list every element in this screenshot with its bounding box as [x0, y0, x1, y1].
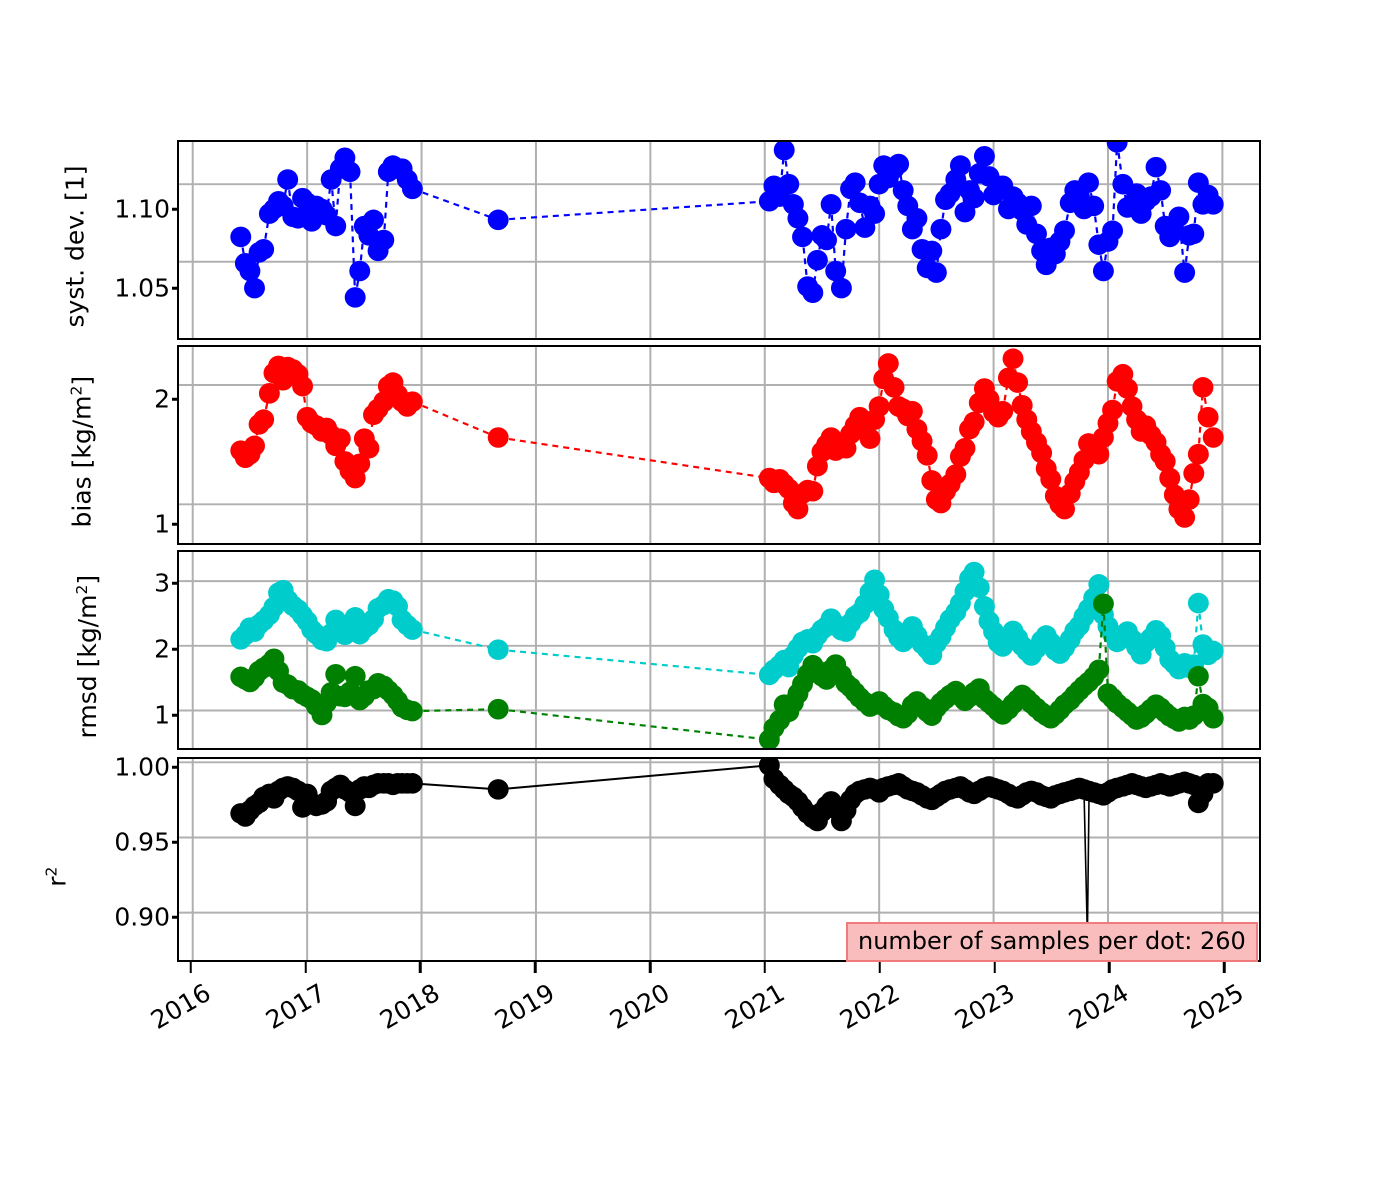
plot-syst-dev	[179, 142, 1259, 338]
x-tick-label-2024: 2024	[1064, 978, 1134, 1035]
ylabel-syst-dev: syst. dev. [1]	[60, 165, 90, 328]
ytick-syst-dev-105: 1.05	[114, 273, 170, 303]
ytick-bias-2: 2	[154, 384, 170, 414]
x-tickmark-2022	[878, 962, 881, 973]
x-tick-label-2025: 2025	[1179, 978, 1249, 1035]
ytick-rmsd-3: 3	[154, 568, 170, 598]
x-tick-label-2022: 2022	[834, 978, 905, 1035]
x-tickmark-2023	[993, 962, 996, 973]
ylabel-r2: r2	[42, 866, 72, 887]
ytick-r2-095: 0.95	[114, 827, 170, 857]
ytick-rmsd-1: 1	[154, 700, 170, 730]
samples-annotation: number of samples per dot: 260	[846, 922, 1258, 962]
panel-syst-dev	[177, 140, 1261, 340]
x-tick-label-2021: 2021	[719, 978, 790, 1035]
x-tickmark-2016	[189, 962, 193, 973]
ytick-r2-090: 0.90	[114, 902, 170, 932]
x-tick-label-2019: 2019	[490, 978, 560, 1035]
panel-bias	[177, 345, 1261, 545]
x-tick-label-2016: 2016	[145, 978, 216, 1035]
ytick-r2-100: 1.00	[114, 752, 170, 782]
x-tickmark-2020	[648, 962, 652, 973]
callout-leader-line	[1083, 788, 1090, 937]
x-tickmark-2025	[1223, 962, 1226, 973]
panel-rmsd	[177, 550, 1261, 750]
x-tick-label-2017: 2017	[260, 978, 331, 1035]
x-tick-label-2023: 2023	[949, 978, 1020, 1035]
ylabel-r2-exponent: 2	[42, 866, 61, 877]
plot-rmsd	[179, 552, 1259, 748]
x-tick-label-2018: 2018	[375, 978, 445, 1035]
plot-bias	[179, 347, 1259, 543]
x-tick-label-2020: 2020	[604, 978, 675, 1035]
x-tickmark-2017	[304, 962, 307, 973]
x-tickmark-2019	[534, 962, 537, 973]
x-tickmark-2021	[763, 962, 767, 973]
ytick-syst-dev-110: 1.10	[114, 194, 170, 224]
x-tickmark-2024	[1108, 962, 1111, 973]
plot-r2	[179, 759, 1259, 960]
x-tickmark-2018	[419, 962, 422, 973]
ytick-bias-1: 1	[154, 509, 170, 539]
ytick-rmsd-2: 2	[154, 634, 170, 664]
